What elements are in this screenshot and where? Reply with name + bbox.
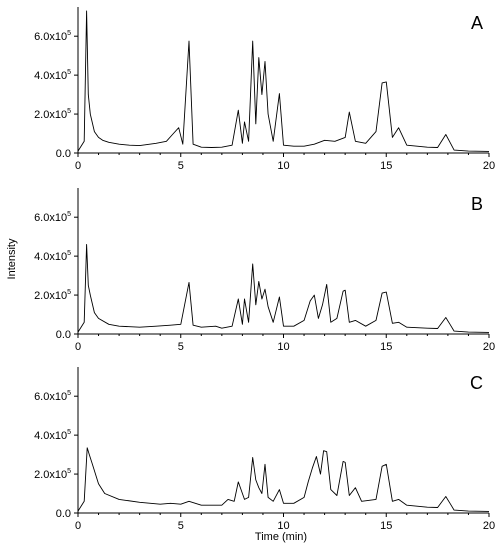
y-tick-label: 0.0 bbox=[56, 148, 71, 160]
y-tick-label: 4.0x105 bbox=[34, 250, 71, 263]
y-tick-label: 0.0 bbox=[56, 508, 71, 520]
x-axis-label: Time (min) bbox=[255, 531, 307, 543]
y-axis-label: Intensity bbox=[6, 238, 18, 279]
x-tick-label: 5 bbox=[178, 160, 184, 172]
x-tick-label: 10 bbox=[277, 160, 289, 172]
x-tick-label: 0 bbox=[75, 160, 81, 172]
x-tick-label: 10 bbox=[277, 520, 289, 532]
y-tick-label: 0.0 bbox=[56, 329, 71, 341]
y-tick-label: 4.0x105 bbox=[34, 69, 71, 82]
panel-b: 0 5 10 15 20 0.0 2.0x105 4.0x105 6.0x105 B bbox=[34, 188, 495, 353]
panels-layer: 0 5 10 15 20 0.0 2.0x105 4.0x105 6.0x105 A 0 5 10 15 2… bbox=[34, 7, 495, 532]
series-line bbox=[77, 447, 490, 512]
y-tick-label: 2.0x105 bbox=[34, 289, 71, 302]
x-tick-label: 5 bbox=[178, 520, 184, 532]
x-tick-label: 5 bbox=[178, 341, 184, 353]
panel-a: 0 5 10 15 20 0.0 2.0x105 4.0x105 6.0x105 A bbox=[34, 7, 495, 172]
x-tick-label: 20 bbox=[483, 520, 495, 532]
x-tick-label: 20 bbox=[483, 341, 495, 353]
y-tick-label: 2.0x105 bbox=[34, 468, 71, 481]
y-tick-label: 6.0x105 bbox=[34, 211, 71, 224]
y-tick-label: 2.0x105 bbox=[34, 108, 71, 121]
series-line bbox=[77, 244, 490, 333]
x-tick-label: 20 bbox=[483, 160, 495, 172]
x-tick-label: 10 bbox=[277, 341, 289, 353]
x-tick-label: 15 bbox=[380, 341, 392, 353]
x-tick-label: 15 bbox=[380, 160, 392, 172]
y-tick-label: 6.0x105 bbox=[34, 30, 71, 43]
y-tick-label: 6.0x105 bbox=[34, 390, 71, 403]
series-line bbox=[77, 10, 490, 152]
x-tick-label: 0 bbox=[75, 341, 81, 353]
y-tick-label: 4.0x105 bbox=[34, 429, 71, 442]
panel-label: C bbox=[470, 373, 483, 393]
x-tick-label: 15 bbox=[380, 520, 392, 532]
panel-label: B bbox=[471, 194, 483, 214]
x-tick-label: 0 bbox=[75, 520, 81, 532]
panel-c: 0 5 10 15 20 0.0 2.0x105 4.0x105 6.0x105 C bbox=[34, 367, 495, 532]
panel-label: A bbox=[471, 13, 483, 33]
